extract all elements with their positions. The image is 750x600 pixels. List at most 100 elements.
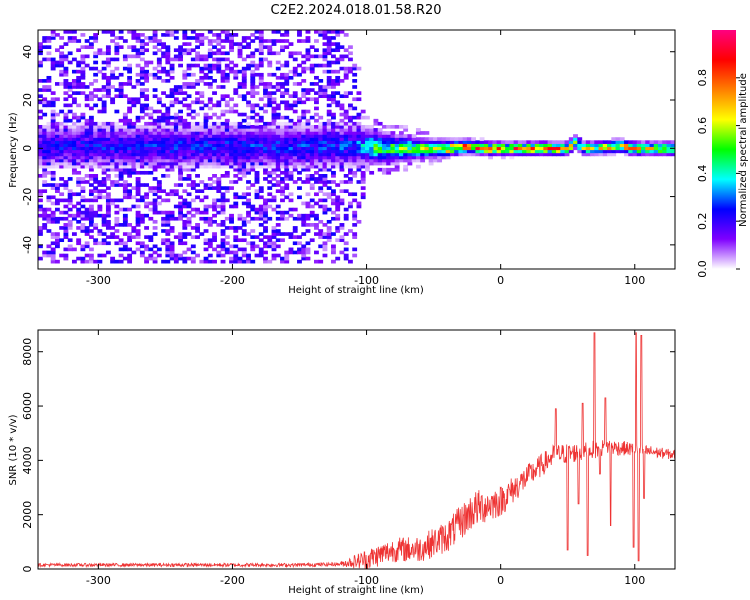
heatmap-cell	[178, 216, 183, 221]
heatmap-cell	[148, 158, 154, 163]
heatmap-cell	[449, 137, 455, 141]
heatmap-cell	[297, 149, 302, 154]
heatmap-cell	[318, 143, 324, 148]
heatmap-cell	[284, 91, 290, 95]
heatmap-cell	[122, 94, 128, 99]
heatmap-cell	[390, 137, 396, 141]
heatmap-cell	[292, 57, 298, 62]
heatmap-cell	[331, 91, 336, 95]
heatmap-cell	[46, 131, 52, 135]
heatmap-cell	[182, 134, 188, 138]
heatmap-cell	[254, 235, 260, 239]
heatmap-cell	[241, 219, 247, 224]
heatmap-cell	[305, 124, 311, 129]
heatmap-cell	[156, 100, 162, 105]
heatmap-cell	[161, 33, 166, 37]
heatmap-cell	[297, 140, 302, 144]
heatmap-cell	[42, 45, 48, 49]
heatmap-cell	[288, 158, 294, 163]
heatmap-cell	[54, 146, 60, 151]
heatmap-cell	[50, 250, 56, 255]
heatmap-cell	[437, 137, 443, 141]
heatmap-cell	[233, 204, 239, 209]
heatmap-cell	[343, 232, 349, 236]
heatmap-cell	[50, 121, 56, 126]
heatmap-cell	[246, 66, 251, 71]
heatmap-cell	[271, 140, 277, 144]
heatmap-cell	[246, 259, 251, 264]
heatmap-cell	[284, 33, 290, 37]
heatmap-cell	[59, 161, 65, 166]
heatmap-cell	[250, 158, 256, 163]
heatmap-cell	[42, 152, 48, 157]
heatmap-cell	[42, 103, 48, 108]
heatmap-cell	[246, 161, 251, 166]
heatmap-cell	[280, 256, 285, 261]
heatmap-cell	[97, 204, 103, 209]
heatmap-cell	[76, 164, 82, 169]
heatmap-cell	[339, 103, 345, 108]
heatmap-cell	[250, 134, 256, 138]
heatmap-cell	[229, 109, 234, 114]
heatmap-cell	[195, 91, 200, 95]
heatmap-cell	[335, 198, 341, 203]
heatmap-cell	[309, 97, 315, 102]
heatmap-cell	[93, 238, 99, 243]
heatmap-cell	[169, 140, 175, 144]
heatmap-cell	[190, 186, 196, 190]
heatmap-cell	[241, 201, 247, 206]
heatmap-cell	[80, 223, 86, 227]
heatmap-cell	[156, 161, 162, 166]
heatmap-cell	[237, 195, 243, 200]
heatmap-cell	[105, 45, 111, 49]
heatmap-cell	[84, 207, 90, 212]
heatmap-cell	[71, 155, 77, 160]
heatmap-cell	[131, 121, 137, 126]
heatmap-cell	[288, 232, 294, 236]
heatmap-cell	[186, 66, 192, 71]
heatmap-cell	[207, 183, 213, 187]
heatmap-cell	[84, 232, 90, 236]
heatmap-cell	[275, 131, 281, 135]
heatmap-cell	[88, 192, 94, 197]
heatmap-cell	[212, 143, 217, 148]
heatmap-cell	[169, 226, 175, 230]
heatmap-cell	[331, 42, 336, 46]
heatmap-cell	[203, 152, 209, 157]
heatmap-cell	[352, 174, 358, 178]
heatmap-cell	[122, 161, 128, 166]
heatmap-cell	[220, 121, 226, 126]
heatmap-cell	[59, 164, 65, 169]
heatmap-cell	[339, 121, 345, 126]
heatmap-cell	[267, 174, 273, 178]
heatmap-cell	[88, 128, 94, 132]
heatmap-cell	[466, 149, 472, 154]
heatmap-cell	[97, 152, 103, 157]
heatmap-cell	[165, 109, 171, 114]
heatmap-cell	[93, 134, 99, 138]
heatmap-cell	[462, 143, 468, 148]
heatmap-cell	[318, 198, 324, 203]
heatmap-cell	[38, 42, 43, 46]
heatmap-cell	[42, 112, 48, 117]
heatmap-cell	[246, 128, 251, 132]
heatmap-cell	[161, 229, 166, 233]
heatmap-cell	[131, 170, 137, 175]
heatmap-cell	[356, 115, 362, 120]
heatmap-cell	[522, 143, 527, 148]
heatmap-cell	[318, 30, 324, 34]
heatmap-cell	[615, 140, 621, 144]
heatmap-cell	[169, 63, 175, 68]
heatmap-cell	[178, 131, 183, 135]
heatmap-cell	[144, 94, 150, 99]
heatmap-cell	[93, 164, 99, 169]
heatmap-cell	[415, 140, 421, 144]
heatmap-cell	[110, 137, 116, 141]
heatmap-cell	[381, 143, 387, 148]
heatmap-cell	[432, 149, 438, 154]
heatmap-cell	[71, 146, 77, 151]
heatmap-cell	[101, 72, 107, 77]
heatmap-cell	[364, 152, 370, 157]
heatmap-cell	[326, 207, 332, 212]
heatmap-cell	[67, 219, 73, 224]
